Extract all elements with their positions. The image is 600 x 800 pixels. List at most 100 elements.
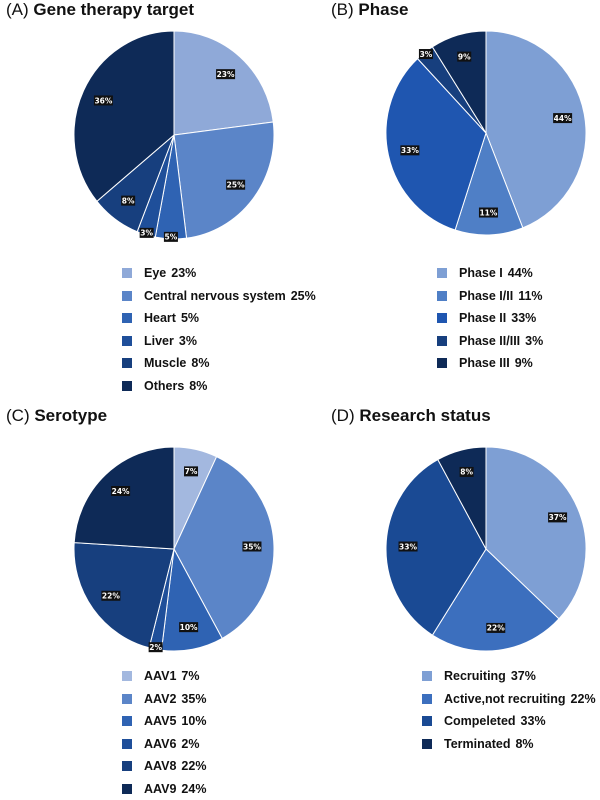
pie-chart-serotype: 7% 35% 10% 2% 22% 24% xyxy=(73,446,275,652)
legend-item-aav8: AAV8 22% xyxy=(122,755,206,778)
svg-text:24%: 24% xyxy=(112,487,130,496)
legend-item-phase-i: Phase I 44% xyxy=(437,262,543,285)
legend-label: Eye xyxy=(144,266,166,280)
pie-data-label: 3% xyxy=(140,228,154,238)
legend-percent: 35% xyxy=(181,692,206,706)
svg-text:7%: 7% xyxy=(185,467,198,476)
legend-label: Liver xyxy=(144,334,174,348)
legend-item-compeleted: Compeleted 33% xyxy=(422,710,596,733)
legend-percent: 33% xyxy=(521,714,546,728)
legend-label: Phase III xyxy=(459,356,510,370)
panel-c-name: Serotype xyxy=(34,406,107,425)
svg-text:5%: 5% xyxy=(165,233,178,242)
panel-a-name: Gene therapy target xyxy=(33,0,194,19)
legend-label: AAV2 xyxy=(144,692,176,706)
pie-data-label: 22% xyxy=(486,623,505,633)
legend-percent: 9% xyxy=(515,356,533,370)
legend-percent: 22% xyxy=(181,759,206,773)
panel-d-name: Research status xyxy=(359,406,490,425)
legend-swatch xyxy=(437,358,447,368)
legend-swatch xyxy=(122,716,132,726)
pie-data-label: 24% xyxy=(111,486,130,496)
legend-label: Central nervous system xyxy=(144,289,286,303)
legend-percent: 3% xyxy=(525,334,543,348)
legend-percent: 44% xyxy=(508,266,533,280)
panel-a-title: (A) Gene therapy target xyxy=(6,0,194,20)
svg-text:2%: 2% xyxy=(149,643,162,652)
pie-data-label: 33% xyxy=(400,145,419,155)
panel-d-title: (D) Research status xyxy=(331,406,491,426)
legend-swatch xyxy=(122,268,132,278)
svg-text:3%: 3% xyxy=(420,50,433,59)
legend-percent: 25% xyxy=(291,289,316,303)
legend-swatch xyxy=(422,716,432,726)
legend-percent: 23% xyxy=(171,266,196,280)
legend-label: Active,not recruiting xyxy=(444,692,566,706)
legend-swatch xyxy=(437,268,447,278)
pie-data-label: 3% xyxy=(419,49,433,59)
legend-swatch xyxy=(437,313,447,323)
legend-swatch xyxy=(122,761,132,771)
pie-data-label: 8% xyxy=(121,196,135,206)
legend-percent: 22% xyxy=(571,692,596,706)
pie-data-label: 36% xyxy=(94,95,113,105)
svg-text:10%: 10% xyxy=(180,623,198,632)
panel-a-letter: (A) xyxy=(6,0,29,19)
legend-label: Phase I xyxy=(459,266,503,280)
svg-text:44%: 44% xyxy=(554,114,572,123)
legend-swatch xyxy=(437,291,447,301)
svg-text:11%: 11% xyxy=(479,208,497,217)
pie-data-label: 44% xyxy=(553,113,572,123)
legend-item-aav1: AAV1 7% xyxy=(122,665,206,688)
pie-data-label: 10% xyxy=(179,622,198,632)
legend-label: Terminated xyxy=(444,737,510,751)
pie-chart-research-status: 37%22%33%8% xyxy=(385,446,587,652)
panel-b-title: (B) Phase xyxy=(331,0,409,20)
legend-item-eye: Eye 23% xyxy=(122,262,316,285)
pie-data-label: 5% xyxy=(164,232,178,242)
panel-c-title: (C) Serotype xyxy=(6,406,107,426)
panel-c-letter: (C) xyxy=(6,406,30,425)
svg-text:35%: 35% xyxy=(243,542,261,551)
legend-swatch xyxy=(122,336,132,346)
legend-label: AAV1 xyxy=(144,669,176,683)
legend-swatch xyxy=(422,694,432,704)
panel-d-letter: (D) xyxy=(331,406,355,425)
legend-swatch xyxy=(122,291,132,301)
legend-percent: 3% xyxy=(179,334,197,348)
pie-chart-phase: 44% 11% 33% 3% 9% xyxy=(385,30,587,236)
legend-item-liver: Liver 3% xyxy=(122,330,316,353)
legend-label: Phase I/II xyxy=(459,289,513,303)
svg-text:22%: 22% xyxy=(102,592,120,601)
legend-swatch xyxy=(122,784,132,794)
svg-text:25%: 25% xyxy=(227,181,245,190)
legend-percent: 7% xyxy=(181,669,199,683)
legend-percent: 37% xyxy=(511,669,536,683)
legend-percent: 8% xyxy=(189,379,207,393)
legend-swatch xyxy=(122,671,132,681)
legend-item-active-not-recruiting: Active,not recruiting 22% xyxy=(422,688,596,711)
svg-text:36%: 36% xyxy=(94,96,112,105)
svg-text:3%: 3% xyxy=(140,229,153,238)
pie-data-label: 11% xyxy=(479,208,498,218)
legend-label: Compeleted xyxy=(444,714,516,728)
legend-label: Others xyxy=(144,379,184,393)
svg-text:9%: 9% xyxy=(458,52,471,61)
legend-swatch xyxy=(122,739,132,749)
legend-swatch xyxy=(122,313,132,323)
legend-percent: 2% xyxy=(181,737,199,751)
pie-data-label: 23% xyxy=(216,69,235,79)
pie-data-label: 2% xyxy=(149,642,163,652)
svg-text:37%: 37% xyxy=(549,513,567,522)
legend-label: AAV8 xyxy=(144,759,176,773)
